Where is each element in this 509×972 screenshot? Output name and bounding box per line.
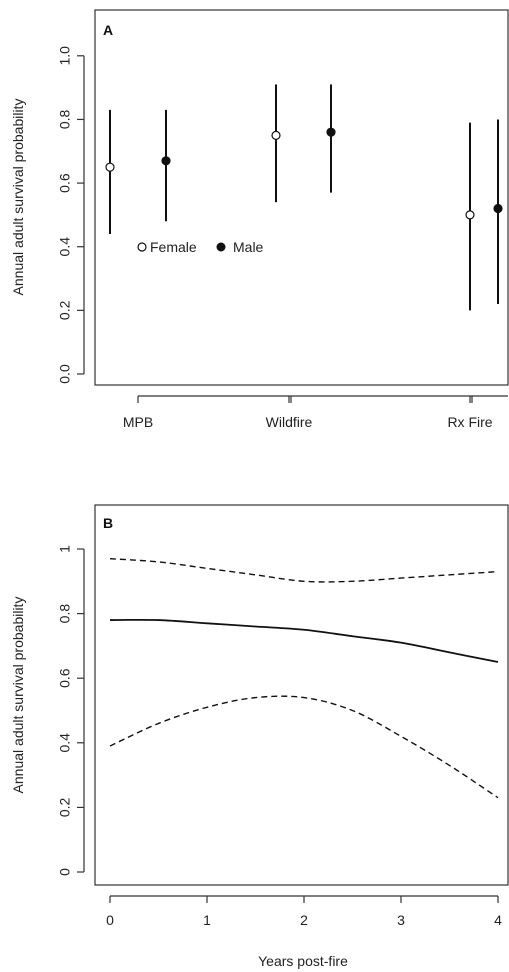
panel-a-x-tick-label: MPB bbox=[123, 414, 153, 430]
panel-a-y-tick-label: 0.0 bbox=[57, 364, 73, 384]
series-line-lower bbox=[109, 695, 499, 799]
panel-a-x-axis: MPB Wildfire Rx Fire bbox=[123, 395, 508, 430]
series-line-estimate bbox=[109, 618, 499, 663]
panel-b: B Annual adult survival probability Year… bbox=[10, 504, 509, 969]
legend-female-marker bbox=[137, 242, 147, 252]
panel-a-y-axis-title: Annual adult survival probability bbox=[10, 99, 26, 296]
panel-b-data bbox=[109, 557, 499, 799]
panel-b-y-axis: 0 0.2 0.4 0.6 0.8 1 bbox=[57, 545, 85, 876]
panel-a-y-axis: 0.0 0.2 0.4 0.6 0.8 1.0 bbox=[57, 46, 85, 384]
panel-b-x-axis: 0 1 2 3 4 bbox=[106, 895, 502, 928]
point-female bbox=[465, 210, 475, 220]
panel-a-label: A bbox=[103, 22, 113, 38]
panel-a-data bbox=[105, 84, 503, 311]
panel-a-y-tick-label: 0.6 bbox=[57, 173, 73, 193]
panel-b-y-tick-label: 1 bbox=[57, 545, 73, 553]
panel-b-y-tick-label: 0.8 bbox=[57, 604, 73, 624]
point-male bbox=[326, 127, 336, 137]
panel-a-x-tick-label: Wildfire bbox=[266, 414, 313, 430]
legend-male-marker bbox=[216, 242, 226, 252]
panel-b-x-axis-title: Years post-fire bbox=[258, 953, 348, 969]
panel-b-y-axis-title: Annual adult survival probability bbox=[10, 597, 26, 794]
panel-b-x-tick-label: 4 bbox=[494, 912, 502, 928]
panel-b-x-tick-label: 1 bbox=[203, 912, 211, 928]
panel-b-label: B bbox=[103, 515, 113, 531]
panel-a-frame bbox=[94, 9, 509, 386]
legend: Female Male bbox=[137, 239, 264, 255]
panel-b-x-tick-label: 0 bbox=[106, 912, 114, 928]
panel-b-x-tick-label: 2 bbox=[300, 912, 308, 928]
point-female bbox=[105, 162, 115, 172]
panel-b-y-tick-label: 0 bbox=[57, 868, 73, 876]
panel-b-y-tick-label: 0.4 bbox=[57, 733, 73, 753]
panel-b-y-tick-label: 0.2 bbox=[57, 797, 73, 817]
legend-female-label: Female bbox=[150, 239, 197, 255]
panel-a: A Annual adult survival probability 0.00… bbox=[10, 9, 509, 430]
panel-b-x-tick-label: 3 bbox=[397, 912, 405, 928]
panel-b-frame bbox=[94, 504, 509, 886]
panel-b-y-tick-label: 0.6 bbox=[57, 668, 73, 688]
legend-male-label: Male bbox=[233, 239, 264, 255]
point-female bbox=[271, 130, 281, 140]
series-line-upper bbox=[109, 557, 499, 583]
panel-a-y-tick-label: 0.8 bbox=[57, 109, 73, 129]
panel-a-y-tick-label: 0.2 bbox=[57, 300, 73, 320]
point-male bbox=[493, 203, 503, 214]
point-male bbox=[161, 156, 171, 166]
panel-a-y-tick-label: 1.0 bbox=[57, 46, 73, 66]
panel-a-x-tick-label: Rx Fire bbox=[447, 414, 492, 430]
panel-a-y-tick-label: 0.4 bbox=[57, 237, 73, 257]
